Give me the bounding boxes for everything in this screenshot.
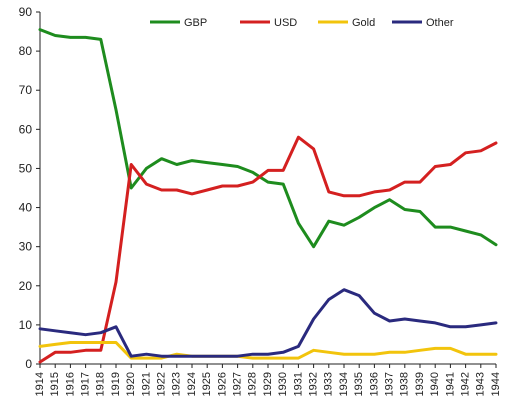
x-tick-label: 1932	[308, 372, 320, 396]
y-tick-label: 90	[19, 5, 33, 19]
x-tick-label: 1938	[399, 372, 411, 396]
x-tick-label: 1931	[292, 372, 304, 396]
series-line-other	[38, 288, 498, 358]
x-tick-label: 1930	[277, 372, 289, 396]
x-tick-label: 1926	[216, 372, 228, 396]
y-tick-label: 0	[25, 357, 32, 371]
y-tick-label: 80	[19, 44, 33, 58]
x-tick-label: 1920	[125, 372, 137, 396]
x-tick-label: 1928	[247, 372, 259, 396]
x-tick-label: 1936	[368, 372, 380, 396]
x-tick-label: 1923	[171, 372, 183, 396]
x-tick-label: 1937	[384, 372, 396, 396]
x-tick-label: 1925	[201, 372, 213, 396]
x-tick-label: 1933	[323, 372, 335, 396]
y-tick-label: 70	[19, 83, 33, 97]
x-tick-label: 1921	[140, 372, 152, 396]
x-axis: 1914 1915 1916 1917 1918 1919 1920 1921 1922 1923…	[34, 363, 502, 396]
y-axis: 0 10 20 30 40 50 60 70 80 90	[19, 5, 41, 371]
x-tick-label: 1917	[80, 372, 92, 396]
x-tick-label: 1942	[460, 372, 472, 396]
y-tick-label: 40	[19, 201, 33, 215]
x-tick-label: 1927	[232, 372, 244, 396]
x-tick-label: 1941	[444, 372, 456, 396]
x-tick-label: 1929	[262, 372, 274, 396]
series-line-gbp	[38, 28, 498, 249]
y-tick-label: 30	[19, 240, 33, 254]
y-tick-label: 10	[19, 318, 33, 332]
legend-label-gold: Gold	[352, 17, 375, 29]
x-tick-label: 1915	[49, 372, 61, 396]
legend-label-usd: USD	[274, 17, 297, 29]
series-line-usd	[38, 135, 498, 364]
series-layer	[38, 28, 498, 364]
x-tick-label: 1944	[490, 372, 502, 396]
x-tick-label: 1919	[110, 372, 122, 396]
x-tick-label: 1935	[353, 372, 365, 396]
x-tick-label: 1916	[64, 372, 76, 396]
series-line-gold	[38, 341, 498, 360]
legend-label-other: Other	[426, 17, 454, 29]
y-tick-label: 60	[19, 122, 33, 136]
y-tick-label: 20	[19, 279, 33, 293]
x-tick-label: 1924	[186, 372, 198, 396]
x-tick-label: 1940	[429, 372, 441, 396]
x-tick-label: 1939	[414, 372, 426, 396]
x-tick-label: 1943	[475, 372, 487, 396]
y-tick-label: 50	[19, 161, 33, 175]
legend-label-gbp: GBP	[184, 17, 207, 29]
x-tick-label: 1918	[95, 372, 107, 396]
x-tick-label: 1934	[338, 372, 350, 396]
legend: GBP USD Gold Other	[150, 17, 454, 29]
x-tick-label: 1914	[34, 372, 46, 396]
x-tick-label: 1922	[156, 372, 168, 396]
